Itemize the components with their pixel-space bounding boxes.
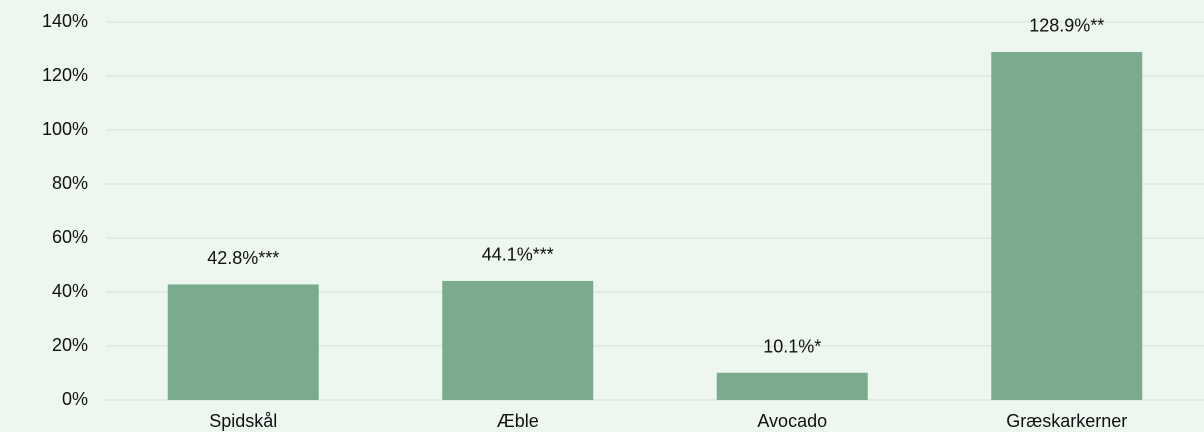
x-tick-label: Spidskål bbox=[209, 411, 277, 431]
x-tick-label: Æble bbox=[497, 411, 539, 431]
y-tick-label: 120% bbox=[42, 65, 88, 85]
data-label: 42.8%*** bbox=[207, 248, 279, 268]
y-tick-label: 40% bbox=[52, 281, 88, 301]
data-label: 10.1%* bbox=[763, 336, 821, 356]
x-tick-label: Græskarkerner bbox=[1006, 411, 1127, 431]
y-tick-label: 60% bbox=[52, 227, 88, 247]
bar bbox=[716, 372, 868, 400]
data-label: 44.1%*** bbox=[482, 245, 554, 265]
bar bbox=[991, 51, 1143, 400]
x-tick-label: Avocado bbox=[757, 411, 827, 431]
y-tick-label: 20% bbox=[52, 335, 88, 355]
data-label: 128.9%** bbox=[1029, 16, 1104, 36]
bar bbox=[442, 280, 594, 400]
y-tick-label: 0% bbox=[62, 389, 88, 409]
y-tick-label: 140% bbox=[42, 11, 88, 31]
y-tick-label: 80% bbox=[52, 173, 88, 193]
y-tick-label: 100% bbox=[42, 119, 88, 139]
bar bbox=[167, 284, 319, 400]
